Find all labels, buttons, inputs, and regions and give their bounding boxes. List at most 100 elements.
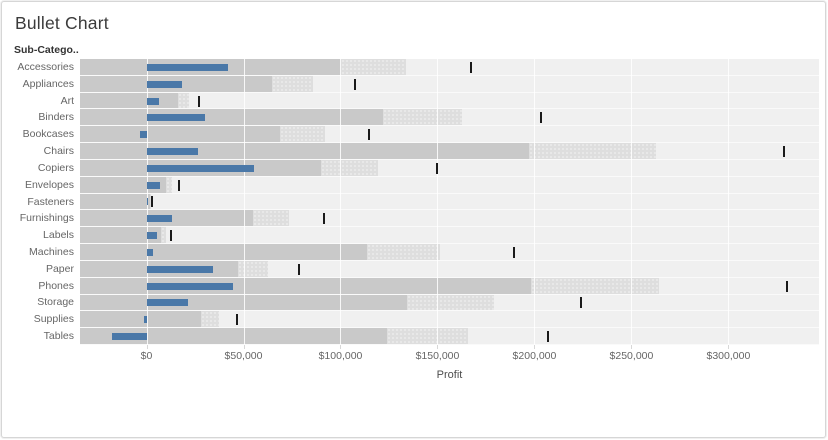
- bullet-row: [80, 159, 819, 177]
- category-label[interactable]: Labels: [43, 229, 74, 242]
- profit-bar[interactable]: [146, 148, 199, 155]
- reference-band-60pct: [80, 193, 151, 210]
- sales-reference-line: [785, 280, 788, 292]
- axis-tick-label: $50,000: [224, 350, 263, 362]
- x-axis: $0 $50,000 $100,000 $150,000 $200,000 $250,00…: [80, 345, 819, 365]
- category-label[interactable]: Binders: [38, 111, 74, 124]
- profit-bar[interactable]: [146, 198, 149, 206]
- profit-bar[interactable]: [146, 181, 160, 189]
- category-label[interactable]: Fasteners: [27, 195, 74, 208]
- reference-band-80pct: [530, 277, 659, 294]
- sales-reference-line: [579, 297, 582, 309]
- profit-bar[interactable]: [144, 316, 147, 324]
- reference-band-60pct: [80, 109, 384, 126]
- sales-reference-line: [540, 112, 543, 124]
- bullet-row: [80, 109, 819, 127]
- reference-band-60pct: [80, 176, 166, 193]
- axis-tick: [534, 345, 536, 349]
- bullet-row: [80, 193, 819, 211]
- reference-band-80pct: [161, 227, 166, 244]
- bullet-row: [80, 176, 819, 194]
- sales-reference-line: [547, 331, 550, 343]
- gridline: [340, 59, 342, 345]
- axis-tick: [728, 345, 730, 349]
- sales-reference-line: [177, 179, 180, 191]
- bullet-row: [80, 210, 819, 228]
- profit-bar[interactable]: [146, 248, 154, 256]
- category-label[interactable]: Machines: [29, 245, 74, 258]
- reference-band-60pct: [80, 244, 367, 260]
- axis-tick: [340, 345, 342, 349]
- category-label[interactable]: Appliances: [22, 77, 74, 90]
- bullet-row: [80, 75, 819, 93]
- profit-bar[interactable]: [146, 299, 188, 307]
- category-label[interactable]: Furnishings: [19, 212, 74, 225]
- category-label[interactable]: Paper: [45, 262, 74, 275]
- category-label[interactable]: Accessories: [17, 61, 74, 73]
- category-label[interactable]: Phones: [38, 279, 74, 292]
- axis-tick: [146, 345, 148, 349]
- reference-band-80pct: [150, 193, 152, 210]
- category-label[interactable]: Copiers: [37, 161, 74, 174]
- axis-tick-label: $300,000: [706, 350, 751, 362]
- profit-bar[interactable]: [146, 282, 233, 290]
- x-axis-title: Profit: [436, 369, 463, 381]
- reference-band-80pct: [387, 328, 468, 344]
- bullet-row: [80, 260, 819, 278]
- category-label[interactable]: Chairs: [43, 145, 74, 158]
- category-label[interactable]: Supplies: [33, 313, 74, 326]
- category-label[interactable]: Bookcases: [22, 128, 74, 141]
- profit-bar[interactable]: [146, 80, 182, 88]
- sales-reference-line: [354, 78, 357, 90]
- category-label[interactable]: Tables: [43, 330, 74, 342]
- axis-tick-label: $0: [140, 350, 153, 362]
- category-label[interactable]: Envelopes: [24, 178, 74, 191]
- reference-band-80pct: [406, 294, 494, 311]
- reference-band-80pct: [253, 210, 289, 227]
- reference-band-60pct: [80, 227, 162, 244]
- gridline: [534, 59, 536, 345]
- reference-band-80pct: [200, 311, 219, 328]
- profit-bar[interactable]: [146, 164, 255, 172]
- category-label[interactable]: Art: [60, 94, 74, 107]
- sales-reference-line: [198, 95, 201, 107]
- gridline: [243, 59, 245, 345]
- reference-band-80pct: [165, 176, 173, 193]
- profit-bar[interactable]: [139, 131, 147, 139]
- bullet-row: [80, 328, 819, 345]
- profit-bar[interactable]: [146, 232, 158, 240]
- reference-band-80pct: [528, 143, 657, 159]
- sales-reference-line: [169, 230, 172, 242]
- sales-reference-line: [470, 61, 473, 73]
- profit-bar[interactable]: [146, 215, 172, 223]
- plot-area[interactable]: [80, 59, 819, 345]
- reference-band-80pct: [383, 109, 463, 126]
- gridline: [728, 59, 730, 345]
- chart-title: Bullet Chart: [15, 13, 109, 33]
- axis-tick-label: $100,000: [318, 350, 363, 362]
- sales-reference-line: [368, 129, 371, 141]
- category-label[interactable]: Storage: [37, 296, 74, 309]
- axis-tick-label: $150,000: [415, 350, 460, 362]
- bullet-row: [80, 294, 819, 312]
- reference-band-80pct: [178, 92, 189, 109]
- gridline: [437, 59, 439, 345]
- profit-bar[interactable]: [146, 265, 213, 273]
- profit-bar[interactable]: [112, 333, 147, 341]
- axis-tick: [243, 345, 245, 349]
- profit-bar[interactable]: [146, 63, 228, 71]
- axis-tick: [631, 345, 633, 349]
- bullet-row: [80, 143, 819, 160]
- reference-band-80pct: [280, 126, 325, 143]
- category-label-column: Accessories Appliances Art Binders Bookcases…: [2, 59, 77, 345]
- bullet-row: [80, 227, 819, 245]
- profit-bar[interactable]: [146, 114, 206, 122]
- sales-reference-line: [512, 246, 515, 258]
- bullet-row: [80, 277, 819, 295]
- bullet-row: [80, 311, 819, 329]
- profit-bar[interactable]: [146, 97, 160, 105]
- row-field-label: Sub-Catego..: [14, 44, 79, 56]
- reference-band-60pct: [80, 311, 201, 328]
